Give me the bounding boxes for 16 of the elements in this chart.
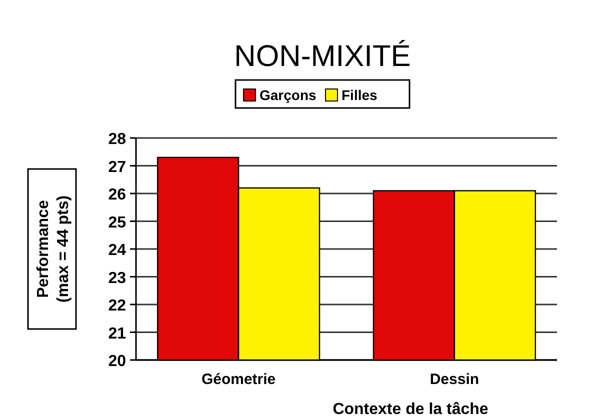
y-tick-label: 27 xyxy=(108,158,126,176)
y-tick-label: 24 xyxy=(108,242,126,259)
y-tick-label: 25 xyxy=(108,214,126,232)
legend-label: Filles xyxy=(342,87,378,103)
y-tick-label: 21 xyxy=(108,325,126,342)
y-tick-label: 28 xyxy=(108,131,126,148)
legend-label: Garçons xyxy=(260,87,317,103)
y-tick-label: 26 xyxy=(108,186,126,204)
y-axis-title: Performance (max = 44 pts) xyxy=(35,195,72,303)
x-axis-title: Contexte de la tâche xyxy=(332,401,488,418)
y-tick-label: 22 xyxy=(108,298,126,314)
chart-title: NON-MIXITÉ xyxy=(234,39,411,73)
x-tick-label: Dessin xyxy=(430,371,480,388)
y-tick-label: 20 xyxy=(108,353,126,370)
y-tick-label: 23 xyxy=(108,270,126,287)
x-tick-label: Géometrie xyxy=(201,371,276,388)
